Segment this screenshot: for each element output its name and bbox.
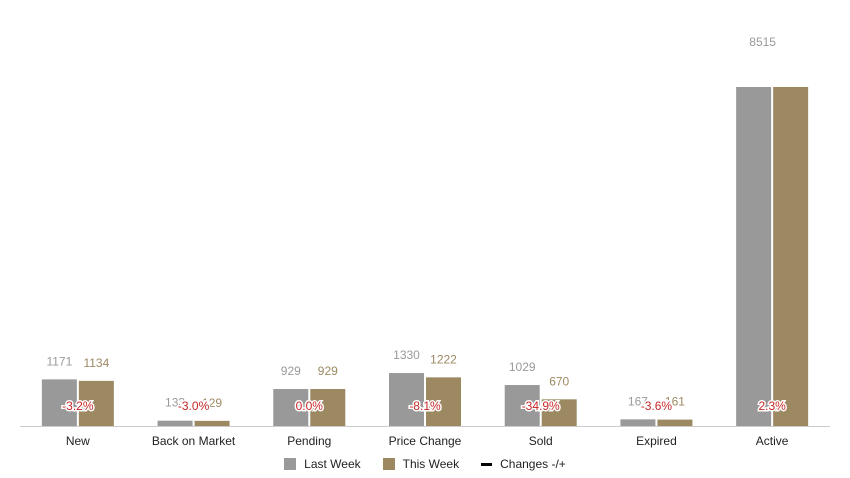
change-label-expired: -3.6%: [641, 399, 673, 413]
value-label-this-week-new: 1134: [83, 356, 109, 370]
x-tick-label-back-on-market: Back on Market: [152, 434, 236, 448]
value-label-this-week-price-change: 1222: [430, 352, 457, 366]
legend-label-last-week: Last Week: [304, 457, 361, 471]
x-tick-label-active: Active: [756, 434, 789, 448]
x-tick-label-expired: Expired: [636, 434, 677, 448]
bar-this-week-active[interactable]: [773, 87, 809, 426]
x-tick-label-pending: Pending: [287, 434, 331, 448]
value-label-last-week-pending: 929: [281, 364, 301, 378]
value-label-this-week-back-on-market: 129: [202, 396, 222, 410]
value-label-this-week-sold: 670: [549, 374, 569, 388]
legend: Last Week This Week Changes -/+: [0, 455, 850, 473]
bar-last-week-pending[interactable]: [273, 389, 309, 426]
value-label-last-week-active: 8515: [749, 35, 776, 49]
legend-swatch-changes: [481, 462, 493, 466]
bar-last-week-new[interactable]: [41, 379, 77, 426]
bar-this-week-back-on-market[interactable]: [194, 420, 230, 426]
change-label-back-on-market: -3.0%: [178, 399, 210, 413]
bar-last-week-expired[interactable]: [620, 419, 656, 426]
value-label-this-week-expired: 161: [665, 395, 685, 409]
bar-last-week-back-on-market[interactable]: [157, 420, 193, 426]
bar-last-week-sold[interactable]: [504, 385, 540, 426]
bar-this-week-sold[interactable]: [541, 399, 577, 426]
bar-this-week-new[interactable]: [78, 380, 114, 426]
change-label-active: 2.3%: [758, 399, 786, 413]
bar-last-week-price-change[interactable]: [389, 373, 424, 426]
bar-last-week-active[interactable]: [736, 87, 772, 426]
change-label-sold: -34.9%: [522, 399, 560, 413]
labels-layer: 1171 1134 -3.2% New 133 129-3.0% Back on Marke…: [46, 35, 788, 448]
value-label-last-week-new: 1171: [46, 354, 72, 368]
x-tick-label-sold: Sold: [529, 434, 553, 448]
value-label-last-week-back-on-market: 133: [165, 396, 185, 410]
bars-layer: [41, 87, 809, 426]
change-label-price-change: -8.1%: [409, 399, 441, 413]
change-label-pending: 0.0%: [296, 399, 324, 413]
legend-label-changes: Changes -/+: [500, 457, 566, 471]
legend-swatch-this-week: [382, 458, 395, 470]
value-label-last-week-expired: 167: [628, 394, 648, 408]
change-label-new: -3.2%: [62, 399, 94, 413]
legend-item-changes[interactable]: Changes -/+: [481, 457, 566, 471]
bar-this-week-expired[interactable]: [657, 419, 693, 426]
legend-swatch-last-week: [284, 458, 297, 470]
legend-item-last-week[interactable]: Last Week: [284, 457, 361, 471]
bar-this-week-price-change[interactable]: [426, 377, 461, 426]
value-label-last-week-price-change: 1330: [393, 348, 420, 362]
legend-item-this-week[interactable]: This Week: [382, 457, 460, 471]
x-tick-label-price-change: Price Change: [389, 434, 462, 448]
bar-this-week-pending[interactable]: [310, 389, 346, 426]
x-tick-label-new: New: [66, 434, 90, 448]
value-label-this-week-pending: 929: [318, 364, 338, 378]
value-label-last-week-sold: 1029: [509, 360, 536, 374]
legend-label-this-week: This Week: [402, 457, 460, 471]
